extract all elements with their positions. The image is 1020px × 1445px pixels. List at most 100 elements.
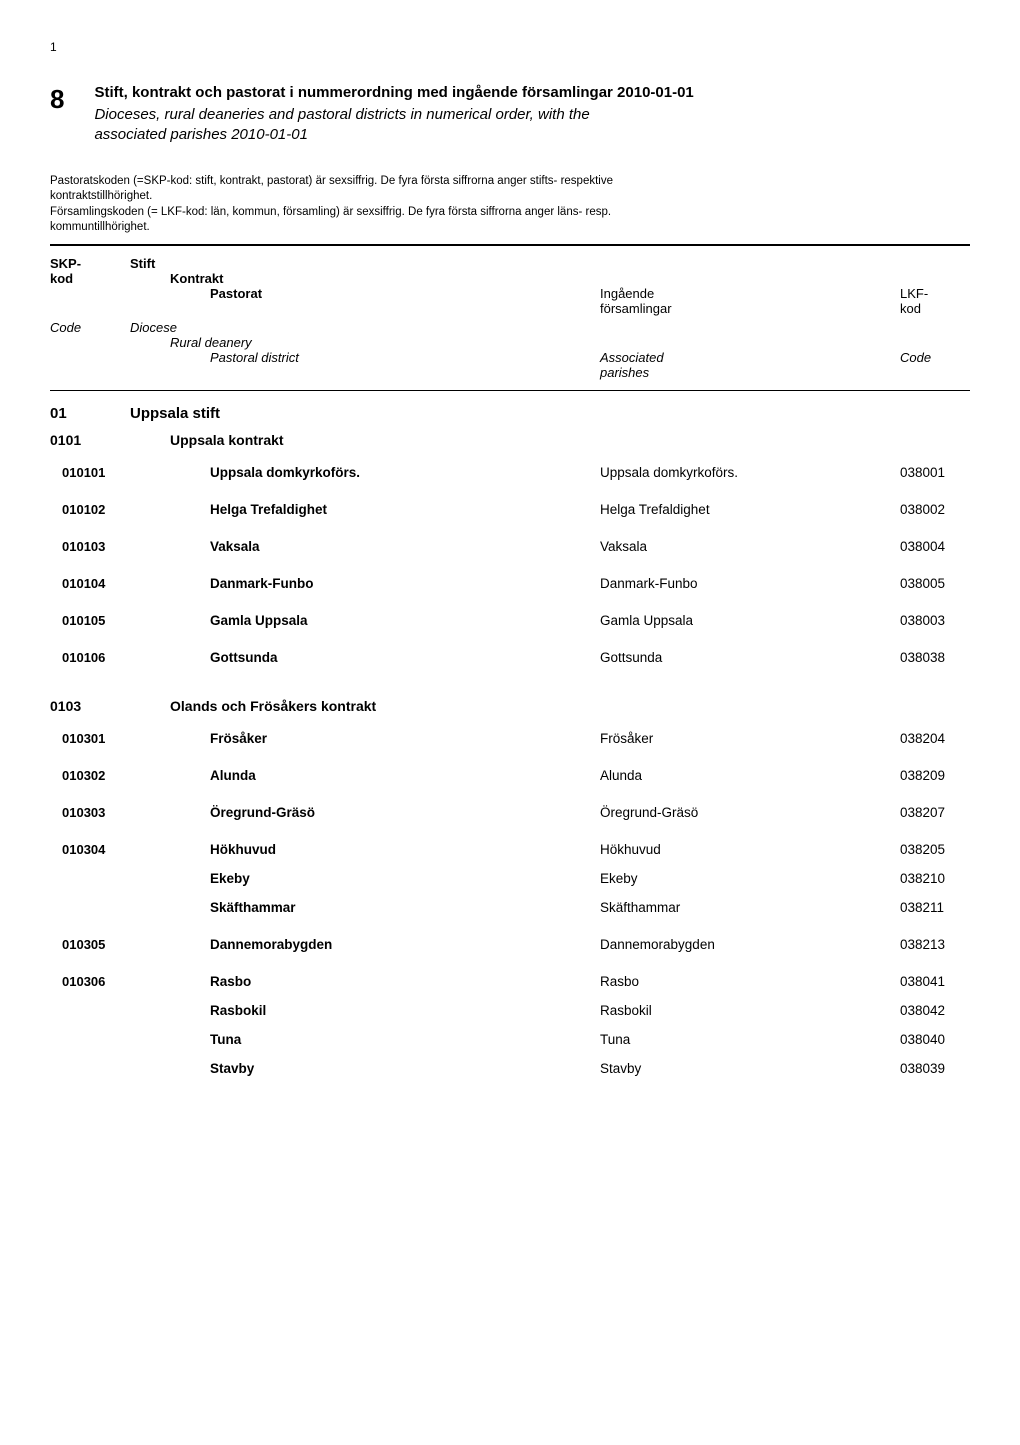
hdr-pastoral-district: Pastoral district <box>210 350 600 365</box>
hdr-associated: Associated <box>600 350 900 365</box>
page-number: 1 <box>50 40 970 54</box>
table-row: 010304HökhuvudHökhuvud038205 <box>50 835 970 864</box>
title-english-line1: Dioceses, rural deaneries and pastoral d… <box>94 105 970 125</box>
hdr-ingaende: Ingående <box>600 286 900 301</box>
row-code <box>50 1032 130 1047</box>
row-pastorat: Gamla Uppsala <box>210 613 600 628</box>
hdr-pastorat: Pastorat <box>210 286 600 301</box>
row-code: 010301 <box>50 731 130 746</box>
subsection-name: Uppsala kontrakt <box>170 432 970 448</box>
row-lkf: 038003 <box>900 613 970 628</box>
subsection-code: 0103 <box>50 698 130 714</box>
hdr-empty <box>900 271 970 286</box>
row-pastorat: Ekeby <box>210 871 600 886</box>
row-forsamling: Stavby <box>600 1061 900 1076</box>
row-pastorat: Danmark-Funbo <box>210 576 600 591</box>
row-forsamling: Hökhuvud <box>600 842 900 857</box>
note-line: kontraktstillhörighet. <box>50 189 970 205</box>
row-forsamling: Gottsunda <box>600 650 900 665</box>
row-code: 010305 <box>50 937 130 952</box>
row-lkf: 038039 <box>900 1061 970 1076</box>
hdr-rural-deanery: Rural deanery <box>170 335 600 350</box>
row-forsamling: Alunda <box>600 768 900 783</box>
section-name: Uppsala stift <box>130 405 970 422</box>
row-lkf: 038040 <box>900 1032 970 1047</box>
row-lkf: 038209 <box>900 768 970 783</box>
row-forsamling: Danmark-Funbo <box>600 576 900 591</box>
row-forsamling: Vaksala <box>600 539 900 554</box>
table-header: SKP- Stift kod Kontrakt Pastorat Ingåend… <box>50 250 970 386</box>
row-lkf: 038213 <box>900 937 970 952</box>
row-pastorat: Öregrund-Gräsö <box>210 805 600 820</box>
chapter-number: 8 <box>50 84 64 115</box>
table-row: SkäfthammarSkäfthammar038211 <box>50 893 970 922</box>
hdr-kontrakt: Kontrakt <box>170 271 600 286</box>
row-forsamling: Helga Trefaldighet <box>600 502 900 517</box>
row-lkf: 038205 <box>900 842 970 857</box>
title-english-line2: associated parishes 2010-01-01 <box>94 125 970 145</box>
row-pastorat: Stavby <box>210 1061 600 1076</box>
title-row: 8 Stift, kontrakt och pastorat i nummero… <box>50 84 970 146</box>
table-row: 010102 Helga TrefaldighetHelga Trefaldigh… <box>50 495 970 524</box>
hdr-skp: SKP- <box>50 256 130 271</box>
table-row: 010305DannemorabygdenDannemorabygden0382… <box>50 930 970 959</box>
hdr-forsamlingar: församlingar <box>600 301 900 316</box>
row-lkf: 038041 <box>900 974 970 989</box>
row-pastorat: Helga Trefaldighet <box>210 502 600 517</box>
row-code <box>50 871 130 886</box>
row-forsamling: Tuna <box>600 1032 900 1047</box>
note-block: Pastoratskoden (=SKP-kod: stift, kontrak… <box>50 174 970 236</box>
row-code <box>50 1061 130 1076</box>
hdr-diocese: Diocese <box>130 320 600 335</box>
hdr-code2: Code <box>900 350 970 365</box>
subsection-code: 0101 <box>50 432 130 448</box>
row-code <box>50 900 130 915</box>
note-line: kommuntillhörighet. <box>50 220 970 236</box>
subsection-title: 0101 Uppsala kontrakt <box>50 432 970 448</box>
row-code: 010104 <box>50 576 130 591</box>
row-pastorat: Rasbokil <box>210 1003 600 1018</box>
hdr-lkf: LKF- <box>900 286 970 301</box>
note-line: Pastoratskoden (=SKP-kod: stift, kontrak… <box>50 174 970 190</box>
note-line: Församlingskoden (= LKF-kod: län, kommun… <box>50 205 970 221</box>
row-forsamling: Skäfthammar <box>600 900 900 915</box>
row-code: 010103 <box>50 539 130 554</box>
row-code: 010303 <box>50 805 130 820</box>
hdr-code: Code <box>50 320 130 335</box>
row-pastorat: Uppsala domkyrkoförs. <box>210 465 600 480</box>
row-forsamling: Dannemorabygden <box>600 937 900 952</box>
table-row: 010101Uppsala domkyrkoförs.Uppsala domky… <box>50 458 970 487</box>
row-lkf: 038211 <box>900 900 970 915</box>
subsection-name: Olands och Frösåkers kontrakt <box>170 698 970 714</box>
hdr-empty <box>900 256 970 271</box>
row-forsamling: Uppsala domkyrkoförs. <box>600 465 900 480</box>
row-code: 010102 <box>50 502 130 517</box>
table-row: EkebyEkeby038210 <box>50 864 970 893</box>
row-pastorat: Rasbo <box>210 974 600 989</box>
row-forsamling: Frösåker <box>600 731 900 746</box>
row-pastorat: Alunda <box>210 768 600 783</box>
row-lkf: 038004 <box>900 539 970 554</box>
row-lkf: 038038 <box>900 650 970 665</box>
section-title: 01Uppsala stift <box>50 405 970 422</box>
row-forsamling: Gamla Uppsala <box>600 613 900 628</box>
row-forsamling: Rasbo <box>600 974 900 989</box>
hdr-lkf-kod: kod <box>900 301 970 316</box>
row-lkf: 038207 <box>900 805 970 820</box>
row-code: 010105 <box>50 613 130 628</box>
row-lkf: 038002 <box>900 502 970 517</box>
row-pastorat: Skäfthammar <box>210 900 600 915</box>
table-row: 010105Gamla UppsalaGamla Uppsala038003 <box>50 606 970 635</box>
table-row: 010301FrösåkerFrösåker038204 <box>50 724 970 753</box>
hdr-kod: kod <box>50 271 130 286</box>
row-lkf: 038204 <box>900 731 970 746</box>
row-code: 010304 <box>50 842 130 857</box>
section-code: 01 <box>50 405 130 422</box>
table-row: 010302AlundaAlunda038209 <box>50 761 970 790</box>
row-lkf: 038001 <box>900 465 970 480</box>
row-pastorat: Hökhuvud <box>210 842 600 857</box>
table-row: RasbokilRasbokil038042 <box>50 996 970 1025</box>
row-lkf: 038005 <box>900 576 970 591</box>
table-row: 010103VaksalaVaksala038004 <box>50 532 970 561</box>
row-code <box>50 1003 130 1018</box>
